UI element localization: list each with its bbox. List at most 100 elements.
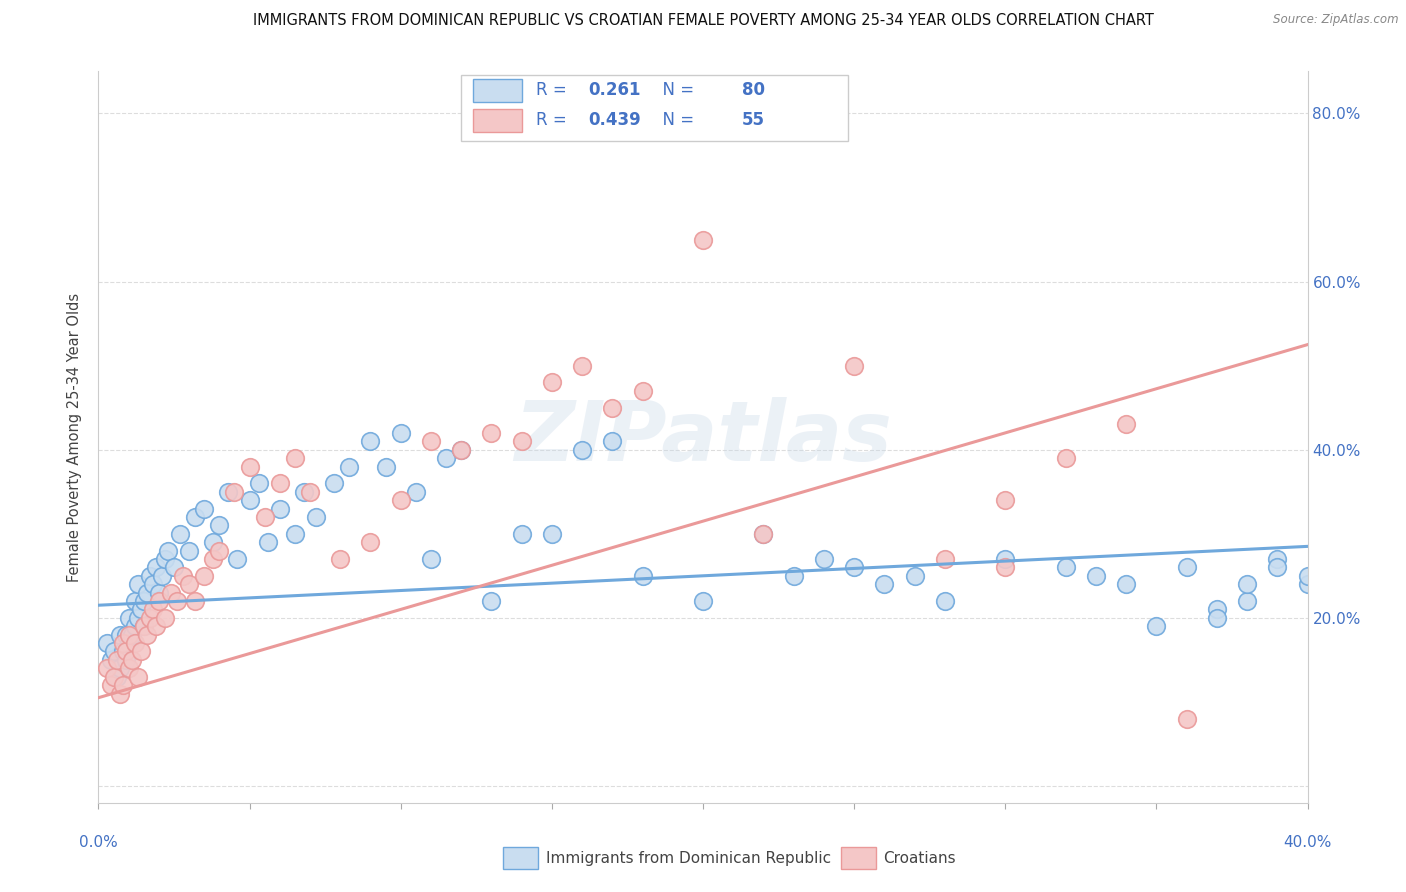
Point bbox=[631, 569, 654, 583]
Point bbox=[208, 518, 231, 533]
Point bbox=[127, 577, 149, 591]
Point bbox=[142, 602, 165, 616]
Point bbox=[1296, 577, 1319, 591]
Point bbox=[132, 619, 155, 633]
Text: IMMIGRANTS FROM DOMINICAN REPUBLIC VS CROATIAN FEMALE POVERTY AMONG 25-34 YEAR O: IMMIGRANTS FROM DOMINICAN REPUBLIC VS CR… bbox=[253, 13, 1153, 29]
Point bbox=[420, 552, 443, 566]
Point bbox=[934, 552, 956, 566]
Text: 55: 55 bbox=[742, 112, 765, 129]
Point bbox=[124, 594, 146, 608]
Y-axis label: Female Poverty Among 25-34 Year Olds: Female Poverty Among 25-34 Year Olds bbox=[67, 293, 83, 582]
Point bbox=[160, 585, 183, 599]
Point bbox=[540, 526, 562, 541]
Point bbox=[450, 442, 472, 457]
Point bbox=[184, 594, 207, 608]
Bar bbox=[474, 78, 522, 102]
Point bbox=[284, 451, 307, 466]
Bar bbox=[474, 109, 522, 132]
Text: ZIPatlas: ZIPatlas bbox=[515, 397, 891, 477]
Point bbox=[96, 661, 118, 675]
Point bbox=[540, 376, 562, 390]
Point bbox=[239, 459, 262, 474]
Point bbox=[193, 501, 215, 516]
Point bbox=[148, 585, 170, 599]
Point bbox=[105, 670, 128, 684]
Point bbox=[994, 552, 1017, 566]
Point bbox=[132, 594, 155, 608]
Point bbox=[124, 619, 146, 633]
Point bbox=[118, 661, 141, 675]
Point bbox=[118, 636, 141, 650]
Text: Croatians: Croatians bbox=[883, 851, 956, 865]
Point bbox=[1267, 560, 1289, 574]
Point bbox=[292, 484, 315, 499]
Point bbox=[121, 653, 143, 667]
Point bbox=[169, 526, 191, 541]
Point bbox=[481, 594, 503, 608]
Point bbox=[434, 451, 457, 466]
Point bbox=[269, 501, 291, 516]
Point bbox=[994, 560, 1017, 574]
Point bbox=[1115, 417, 1137, 432]
Point bbox=[103, 644, 125, 658]
Point bbox=[1296, 569, 1319, 583]
Point bbox=[253, 510, 276, 524]
Point bbox=[389, 493, 412, 508]
Point bbox=[135, 585, 157, 599]
Point bbox=[994, 493, 1017, 508]
Point bbox=[156, 543, 179, 558]
Point bbox=[124, 636, 146, 650]
Point bbox=[247, 476, 270, 491]
Point bbox=[202, 535, 225, 549]
Point bbox=[179, 543, 201, 558]
Point bbox=[692, 594, 714, 608]
FancyBboxPatch shape bbox=[461, 75, 848, 141]
Point bbox=[1144, 619, 1167, 633]
Point bbox=[103, 670, 125, 684]
Point bbox=[284, 526, 307, 541]
Point bbox=[226, 552, 249, 566]
Point bbox=[374, 459, 396, 474]
Point bbox=[105, 653, 128, 667]
Point bbox=[127, 611, 149, 625]
Point bbox=[202, 552, 225, 566]
Point bbox=[692, 233, 714, 247]
Point bbox=[153, 611, 176, 625]
Point bbox=[873, 577, 896, 591]
Point bbox=[145, 560, 167, 574]
Point bbox=[239, 493, 262, 508]
Point bbox=[305, 510, 328, 524]
Text: R =: R = bbox=[536, 81, 572, 99]
Point bbox=[224, 484, 246, 499]
Point bbox=[329, 552, 352, 566]
Point bbox=[139, 569, 162, 583]
Point bbox=[934, 594, 956, 608]
Text: 40.0%: 40.0% bbox=[1284, 836, 1331, 850]
Point bbox=[813, 552, 835, 566]
Point bbox=[256, 535, 278, 549]
Text: 0.261: 0.261 bbox=[588, 81, 641, 99]
Point bbox=[269, 476, 291, 491]
Point bbox=[299, 484, 322, 499]
Point bbox=[1206, 602, 1229, 616]
Point bbox=[323, 476, 346, 491]
Point bbox=[142, 577, 165, 591]
Point bbox=[337, 459, 360, 474]
Point bbox=[114, 653, 136, 667]
Point bbox=[752, 526, 775, 541]
Point bbox=[1115, 577, 1137, 591]
Point bbox=[1206, 611, 1229, 625]
Point bbox=[1175, 560, 1198, 574]
Point bbox=[510, 434, 533, 449]
Point bbox=[1175, 712, 1198, 726]
Point bbox=[208, 543, 231, 558]
Point bbox=[145, 619, 167, 633]
Point bbox=[179, 577, 201, 591]
Point bbox=[127, 670, 149, 684]
Point bbox=[405, 484, 427, 499]
Point bbox=[783, 569, 806, 583]
Point bbox=[118, 611, 141, 625]
Point bbox=[166, 594, 188, 608]
Point bbox=[193, 569, 215, 583]
Point bbox=[100, 678, 122, 692]
